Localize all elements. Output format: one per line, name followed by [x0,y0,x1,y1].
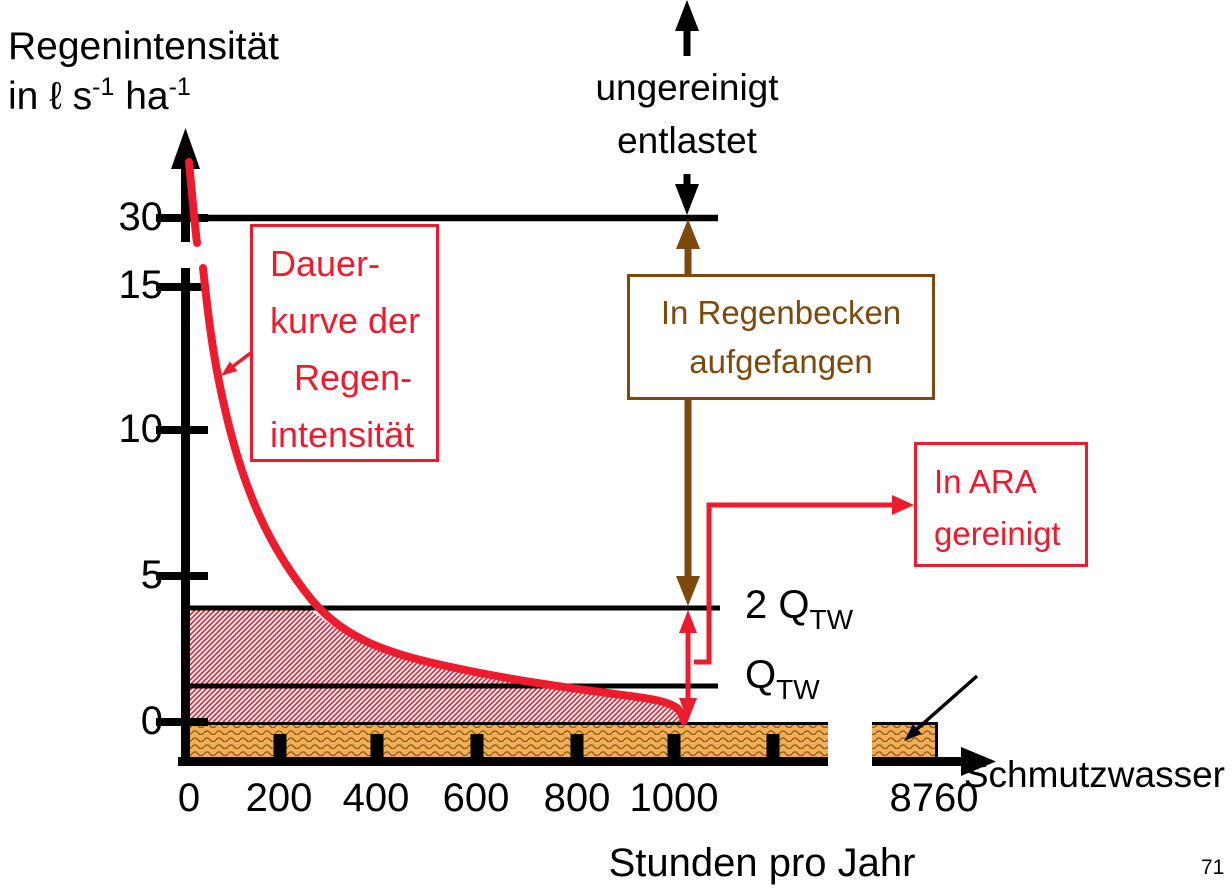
ara-label-line1: In ARA [934,463,1037,500]
x-tick-8760: 8760 [889,776,979,820]
curve-label-line4: intensität [270,414,415,455]
y-axis-unit-ha-exp: -1 [168,73,191,101]
x-tick-800: 800 [543,776,611,820]
y-tick-30: 30 [118,195,164,239]
x-tick-marks [273,734,780,759]
y-axis-lower-segment [181,268,190,764]
threshold-qtw-label: QTW [745,653,820,704]
y-axis-unit-s: s [61,75,93,118]
ara-box: In ARA gereinigt [914,442,1088,567]
untreated-label-line1: ungereinigt [595,67,779,108]
ara-label-line2: gereinigt [934,515,1061,552]
untreated-label-line2: entlastet [617,120,757,161]
ara-connector-arrowhead [892,495,914,515]
y-tick-marks [156,214,208,726]
rain-duration-curve-upper [185,158,201,247]
sewage-callout-arrowhead [904,724,922,741]
y-tick-5: 5 [140,553,163,597]
y-axis-unit: in ℓ s-1 ha-1 [8,73,191,118]
ara-range-double-arrow [679,610,697,721]
x-tick-0: 0 [177,776,201,820]
y-axis-unit-prefix: in [8,75,50,118]
page-number: 71 [1201,856,1225,879]
x-axis-segment-1 [178,757,828,766]
y-axis-unit-s-exp: -1 [92,73,115,101]
untreated-up-arrow-head [675,0,699,31]
curve-label-arrowhead [221,361,238,376]
threshold-2qtw-main: 2 Q [745,583,810,627]
threshold-2qtw-label: 2 QTW [745,583,853,634]
curve-label-line1: Dauer- [270,243,381,284]
y-axis-title: Regenintensität [8,25,280,68]
curve-label-arrow-line [230,350,254,369]
y-axis-arrowhead [171,128,200,169]
curve-label-line3: Regen- [294,357,413,398]
x-tick-600: 600 [442,776,510,820]
threshold-qtw-sub: TW [776,674,820,705]
rain-duration-curve [199,264,688,725]
x-axis-title: Stunden pro Jahr [608,841,916,885]
sewage-callout-line [915,674,979,731]
sewage-band-left [186,722,828,758]
y-tick-15: 15 [118,263,164,307]
basin-label-line1: In Regenbecken [660,294,902,331]
x-tick-200: 200 [245,776,313,820]
x-tick-400: 400 [342,776,410,820]
y-tick-10: 10 [118,407,164,451]
threshold-2qtw-sub: TW [809,604,854,635]
basin-arrow [676,219,700,606]
ara-connector-line [694,502,897,665]
y-tick-0: 0 [140,699,163,743]
basin-label-line2: aufgefangen [689,343,873,380]
threshold-qtw-main: Q [745,653,777,697]
x-axis-segment-2 [872,757,964,766]
sewage-label-line1: Schmutzwasser [963,754,1225,795]
curve-label-box: Dauer- kurve der Regen- intensität [250,224,439,462]
y-axis-unit-ha: ha [114,75,169,118]
y-axis-upper-segment [181,158,190,242]
sewage-label: Schmutzwasser Jahresmittel [935,640,1225,895]
liter-symbol: ℓ [49,75,62,118]
curve-label-line2: kurve der [270,300,421,341]
untreated-up-arrow-shaft [683,14,691,56]
x-tick-1000: 1000 [629,776,719,820]
x-axis-arrowhead [961,747,996,776]
basin-box: In Regenbecken aufgefangen [627,274,935,400]
untreated-down-arrow-head [675,184,699,215]
